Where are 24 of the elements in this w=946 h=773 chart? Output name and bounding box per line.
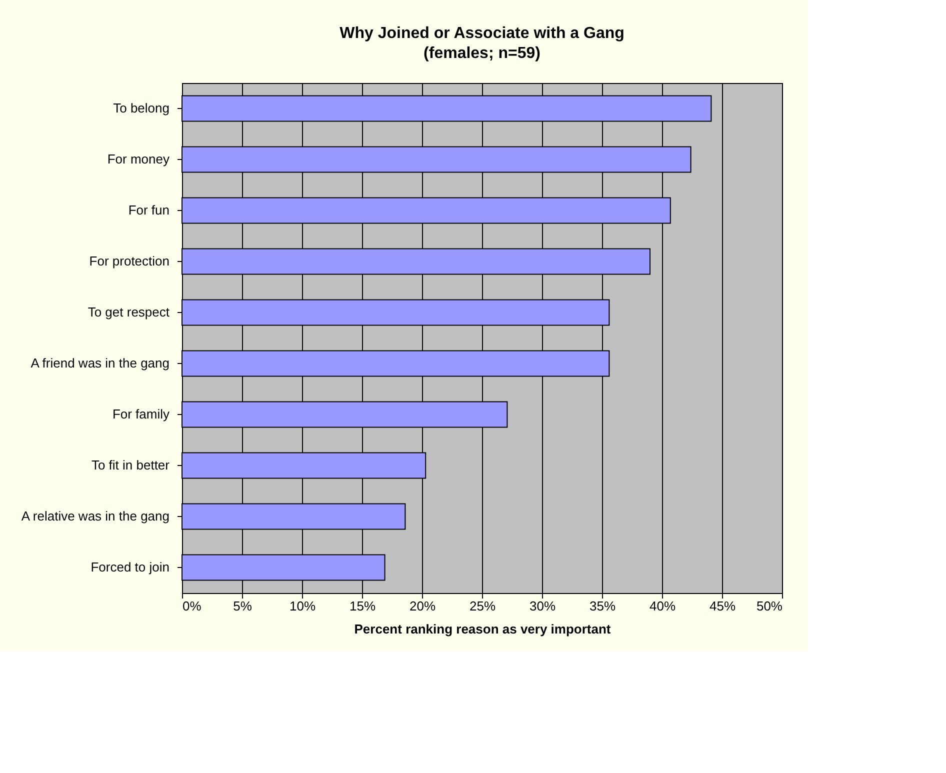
x-tick-label: 50% (756, 598, 783, 614)
x-axis-title: Percent ranking reason as very important (354, 622, 612, 636)
x-tick-label: 15% (349, 598, 376, 614)
y-tick-label: Forced to join (90, 560, 170, 574)
x-tick-label: 35% (589, 598, 616, 614)
x-tick-label: 30% (529, 598, 556, 614)
y-tick-label: A relative was in the gang (21, 508, 170, 524)
x-tick-label: 20% (409, 598, 436, 614)
y-tick-label: For fun (128, 202, 170, 218)
x-tick-label: 0% (182, 598, 202, 614)
x-tick-label: 25% (469, 598, 496, 614)
x-tick-label: 10% (289, 598, 316, 614)
chart-subtitle: (females; n=59) (424, 45, 540, 62)
y-tick-label: For family (112, 406, 170, 422)
x-tick-label: 5% (233, 598, 252, 614)
y-tick-label: For protection (89, 254, 170, 268)
x-tick-label: 40% (649, 598, 676, 614)
y-tick-label: To belong (113, 100, 170, 116)
x-tick-label: 45% (709, 598, 736, 614)
y-tick-label: To get respect (88, 304, 170, 320)
y-tick-label: For money (107, 152, 170, 166)
y-tick-label: To fit in better (91, 458, 170, 472)
y-tick-label: A friend was in the gang (30, 356, 170, 370)
chart-title: Why Joined or Associate with a Gang (340, 25, 624, 42)
